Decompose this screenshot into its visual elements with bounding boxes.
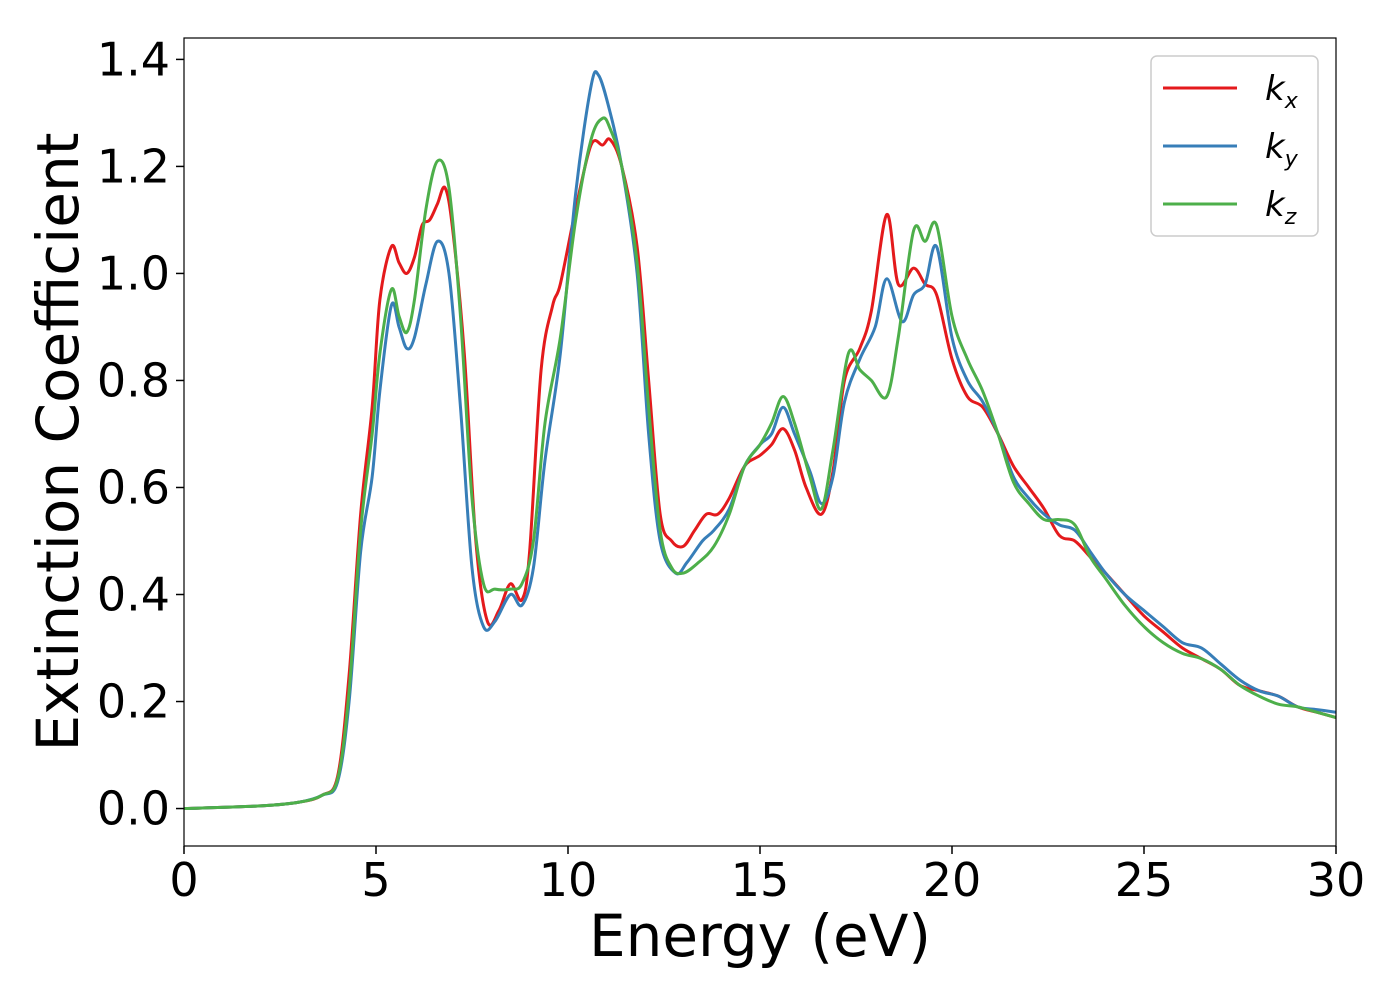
legend-label-ky: ky xyxy=(1265,127,1299,172)
series-line-kx xyxy=(184,137,1336,811)
x-tick-label: 15 xyxy=(731,853,790,907)
series-line-kz xyxy=(184,116,1336,811)
y-tick-label: 0.8 xyxy=(97,353,170,407)
y-tick-label: 0.4 xyxy=(97,568,170,622)
legend: kx ky kz xyxy=(1150,55,1319,237)
y-tick-label: 1.0 xyxy=(97,246,170,300)
x-tick-label: 25 xyxy=(1115,853,1174,907)
x-tick-label: 20 xyxy=(923,853,982,907)
x-ticks: 0 5 10 15 20 25 30 xyxy=(169,846,1365,907)
y-axis-label: Extinction Coefficient xyxy=(24,133,92,752)
x-tick-label: 0 xyxy=(169,853,198,907)
series-group xyxy=(184,70,1336,811)
y-tick-label: 0.0 xyxy=(97,782,170,836)
y-tick-label: 1.2 xyxy=(97,139,170,193)
legend-label-kx: kx xyxy=(1265,69,1299,114)
x-tick-label: 10 xyxy=(539,853,598,907)
x-tick-label: 5 xyxy=(361,853,390,907)
legend-label-kz: kz xyxy=(1265,185,1297,230)
x-tick-label: 30 xyxy=(1307,853,1366,907)
x-axis-label: Energy (eV) xyxy=(589,902,931,970)
y-tick-label: 0.6 xyxy=(97,460,170,514)
y-tick-label: 0.2 xyxy=(97,675,170,729)
y-ticks: 0.0 0.2 0.4 0.6 0.8 1.0 1.2 1.4 xyxy=(97,32,184,836)
y-tick-label: 1.4 xyxy=(97,32,170,86)
